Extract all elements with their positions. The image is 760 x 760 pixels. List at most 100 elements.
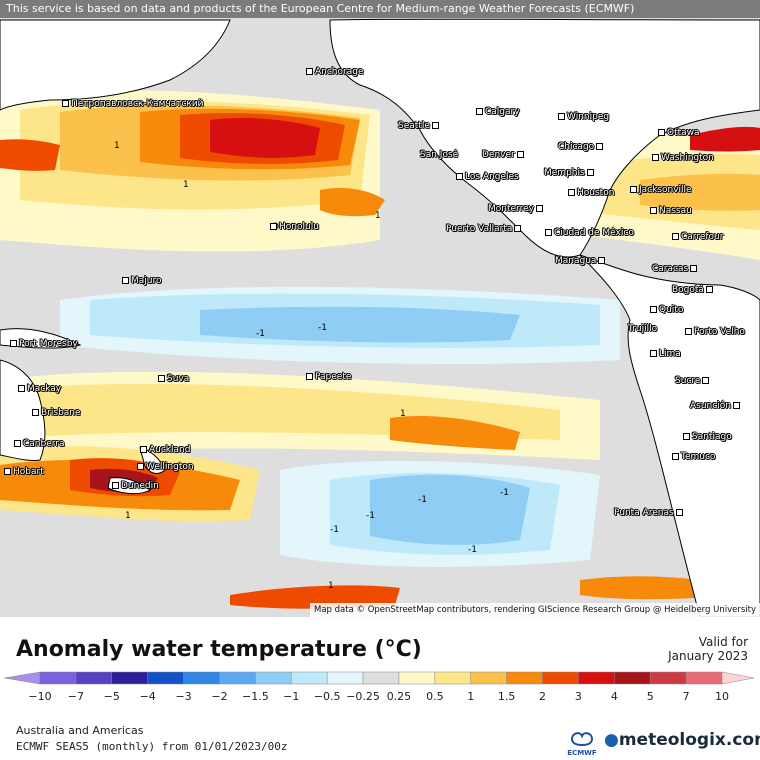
legend-swatch — [183, 671, 220, 685]
legend-tick-label: −0.25 — [346, 690, 380, 703]
legend-swatch — [75, 671, 113, 685]
contour-labels: 1 1 1 1 1 1 -1 -1 -1 -1 -1 -1 -1 — [114, 141, 509, 591]
city-label: Quito — [650, 305, 683, 315]
contour-label: 1 — [375, 211, 381, 221]
city-label: Ciudad de México — [545, 228, 634, 238]
contour-label: -1 — [256, 329, 265, 339]
legend-title: Anomaly water temperature (°C) — [16, 637, 422, 662]
region-label: Australia and Americas — [16, 724, 144, 737]
legend-swatch — [326, 671, 364, 685]
legend-swatch — [649, 671, 687, 685]
legend-swatch — [578, 671, 615, 685]
valid-for: Valid for January 2023 — [668, 635, 748, 663]
city-label: Majuro — [122, 276, 162, 286]
city-label: San José — [420, 150, 459, 160]
city-label: Anchorage — [306, 67, 364, 77]
meteologix-globe-icon: ● — [604, 730, 619, 750]
city-label: Carrefour — [672, 232, 723, 242]
legend-tick-label: 2 — [539, 690, 546, 703]
legend-tick-label: −3 — [175, 690, 191, 703]
city-label: Hobart — [4, 467, 44, 477]
city-label: Honolulu — [270, 222, 319, 232]
city-label: Calgary — [476, 107, 520, 117]
city-label: Lima — [650, 349, 681, 359]
contour-label: -1 — [418, 495, 427, 505]
legend-swatch — [111, 671, 148, 685]
contour-label: -1 — [318, 323, 327, 333]
legend-tick-label: −2 — [211, 690, 227, 703]
contour-label: -1 — [330, 525, 339, 535]
city-label: Memphis — [544, 168, 596, 178]
city-label: Managua — [555, 256, 607, 266]
legend-tick-label: 4 — [611, 690, 618, 703]
model-label: ECMWF SEAS5 (monthly) from 01/01/2023/00… — [16, 740, 288, 753]
city-label: Wellington — [137, 462, 194, 472]
legend-tick-label: −10 — [28, 690, 51, 703]
city-label: Seattle — [398, 121, 441, 131]
city-label: Brisbane — [32, 408, 81, 418]
legend-tick-label: 5 — [647, 690, 654, 703]
legend-swatch — [362, 671, 400, 685]
contour-label: 1 — [114, 141, 120, 151]
city-label: Asunción — [690, 401, 742, 411]
legend-tick-label: 0.5 — [426, 690, 444, 703]
legend-tick-label: −1.5 — [242, 690, 269, 703]
legend-swatch — [219, 671, 256, 685]
legend-swatch — [470, 671, 507, 685]
city-label: Santiago — [683, 432, 732, 442]
city-label: Suva — [158, 374, 189, 384]
legend-swatch — [39, 671, 77, 685]
legend-swatch — [255, 671, 292, 685]
legend-tick-label: −7 — [68, 690, 84, 703]
city-label: Denver — [482, 150, 526, 160]
legend-tick-label: 0.25 — [387, 690, 412, 703]
legend-tick-label: 7 — [683, 690, 690, 703]
city-label: Canberra — [14, 439, 65, 449]
city-label: Papeete — [306, 372, 351, 382]
legend-tick-label: 3 — [575, 690, 582, 703]
city-label: Dunedin — [112, 481, 159, 491]
city-label: Trujillo — [628, 324, 658, 334]
legend-swatch — [434, 671, 471, 685]
city-label: Houston — [568, 188, 614, 198]
contour-label: 1 — [400, 409, 406, 419]
valid-label: Valid for — [698, 635, 748, 649]
contour-label: -1 — [500, 488, 509, 498]
legend-tick-label: 10 — [715, 690, 729, 703]
city-label: Ottawa — [658, 128, 700, 138]
legend-tick-label: −4 — [140, 690, 156, 703]
contour-label: 1 — [125, 511, 131, 521]
legend-swatch — [147, 671, 184, 685]
legend-tick-label: −1 — [283, 690, 299, 703]
legend-swatch — [3, 671, 41, 685]
city-label: Bogotá — [672, 285, 715, 295]
legend-tick-label: 1.5 — [498, 690, 516, 703]
city-label: Los Angeles — [456, 172, 519, 182]
ecmwf-logo-icon: ECMWF — [567, 732, 597, 757]
color-legend: −10 −7 −5 −4 −3 −2 −1.5 −1 −0.5 −0.25 0.25 0.5 1 1.5 2… — [3, 671, 755, 703]
city-label: Port Moresby — [10, 339, 78, 349]
attribution-top: This service is based on data and produc… — [0, 0, 760, 18]
contour-label: -1 — [366, 511, 375, 521]
city-label: Петропавловск-Камчатский — [62, 99, 204, 109]
city-label: Sucre — [675, 376, 711, 386]
city-label: Winnipeg — [558, 112, 609, 122]
city-label: Nassau — [650, 206, 692, 216]
city-label: Puerto Vallarta — [446, 224, 523, 234]
contour-label: 1 — [328, 581, 334, 591]
city-label: Monterrey — [488, 204, 545, 214]
city-label: Caracas — [652, 264, 699, 274]
city-label: Porto Velho — [685, 327, 745, 337]
legend-swatch — [614, 671, 651, 685]
legend-swatch — [542, 671, 579, 685]
contour-label: 1 — [183, 180, 189, 190]
city-label: Auckland — [140, 445, 190, 455]
anomaly-map — [0, 0, 760, 617]
legend-swatch — [721, 671, 755, 685]
legend-swatch — [291, 671, 328, 685]
legend-swatch — [506, 671, 543, 685]
legend-tick-label: −0.5 — [314, 690, 341, 703]
city-label: Punta Arenas — [614, 508, 685, 518]
attribution-bottom: Map data © OpenStreetMap contributors, r… — [310, 603, 760, 617]
meteologix-logo: ●meteologix.com — [604, 730, 760, 750]
